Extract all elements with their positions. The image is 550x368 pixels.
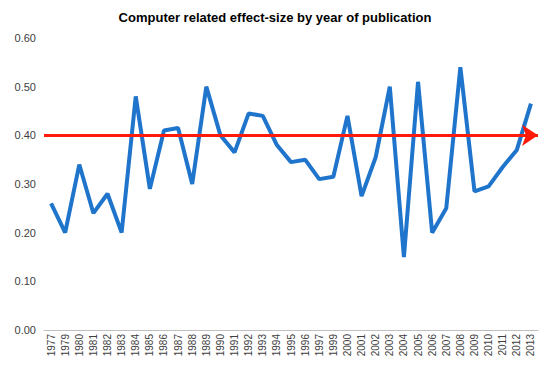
svg-text:1977: 1977 [46, 334, 57, 357]
svg-text:2003: 2003 [384, 334, 395, 357]
svg-text:1989: 1989 [201, 334, 212, 357]
svg-text:1992: 1992 [243, 334, 254, 357]
svg-text:1993: 1993 [257, 334, 268, 357]
svg-text:2011: 2011 [497, 334, 508, 356]
svg-text:Computer related effect-size b: Computer related effect-size by year of … [119, 10, 432, 25]
svg-text:2002: 2002 [370, 334, 381, 357]
svg-text:1982: 1982 [102, 334, 113, 357]
svg-text:0.30: 0.30 [15, 178, 36, 190]
svg-text:2012: 2012 [511, 334, 522, 357]
svg-text:1983: 1983 [116, 334, 127, 357]
svg-text:2013: 2013 [525, 334, 536, 357]
svg-text:1994: 1994 [271, 334, 282, 357]
svg-text:2010: 2010 [483, 334, 494, 357]
svg-text:2007: 2007 [441, 334, 452, 357]
svg-text:2008: 2008 [455, 334, 466, 357]
svg-text:0.40: 0.40 [15, 129, 36, 141]
svg-text:1979: 1979 [60, 334, 71, 357]
svg-text:0.20: 0.20 [15, 227, 36, 239]
svg-text:2005: 2005 [413, 334, 424, 357]
svg-text:2006: 2006 [427, 334, 438, 357]
svg-text:1991: 1991 [229, 334, 240, 357]
svg-text:2009: 2009 [469, 334, 480, 357]
svg-text:1988: 1988 [187, 334, 198, 357]
svg-text:2004: 2004 [398, 334, 409, 357]
svg-text:0.00: 0.00 [15, 324, 36, 336]
svg-text:1995: 1995 [286, 334, 297, 357]
svg-text:1980: 1980 [74, 334, 85, 357]
svg-text:1987: 1987 [173, 334, 184, 357]
svg-text:1981: 1981 [88, 334, 99, 357]
svg-text:1986: 1986 [158, 334, 169, 357]
svg-text:0.10: 0.10 [15, 275, 36, 287]
svg-text:0.60: 0.60 [15, 32, 36, 44]
svg-text:2000: 2000 [342, 334, 353, 357]
svg-text:1985: 1985 [144, 334, 155, 357]
svg-text:1999: 1999 [328, 334, 339, 357]
svg-text:1984: 1984 [130, 334, 141, 357]
svg-text:1996: 1996 [300, 334, 311, 357]
svg-text:1997: 1997 [314, 334, 325, 357]
svg-text:1990: 1990 [215, 334, 226, 357]
svg-text:2001: 2001 [356, 334, 367, 357]
svg-text:0.50: 0.50 [15, 81, 36, 93]
